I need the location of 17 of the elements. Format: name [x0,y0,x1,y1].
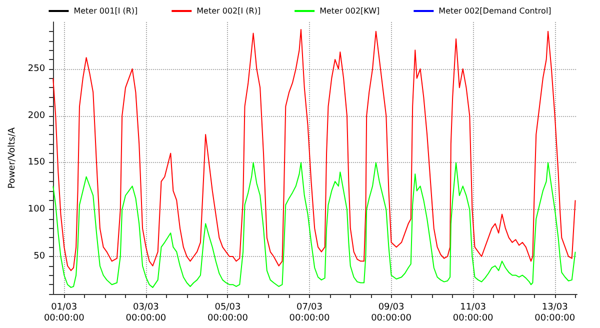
legend-label: Meter 001[I (R)] [74,6,138,16]
x-tick-label: 03/03 00:00:00 [126,302,166,324]
y-tick-label: 200 [28,110,46,121]
x-tick-label: 11/03 00:00:00 [452,302,494,324]
y-tick-label: 50 [34,251,46,262]
y-axis-title: Power/Volts/A [8,126,18,189]
x-tick-label: 01/03 00:00:00 [44,302,85,324]
legend-label: Meter 002[Demand Control] [438,6,552,16]
x-tick-label: 07/03 00:00:00 [289,302,330,324]
x-tick-label: 13/03 00:00:00 [534,302,576,324]
x-tick-label: 09/03 00:00:00 [371,302,412,324]
x-tick-label: 05/03 00:00:00 [208,302,248,324]
y-tick-label: 250 [28,64,46,74]
legend-label: Meter 002[I (R)] [196,6,261,16]
y-tick-label: 150 [28,158,46,168]
legend-label: Meter 002[KW] [320,6,380,16]
y-tick-label: 100 [28,204,46,215]
